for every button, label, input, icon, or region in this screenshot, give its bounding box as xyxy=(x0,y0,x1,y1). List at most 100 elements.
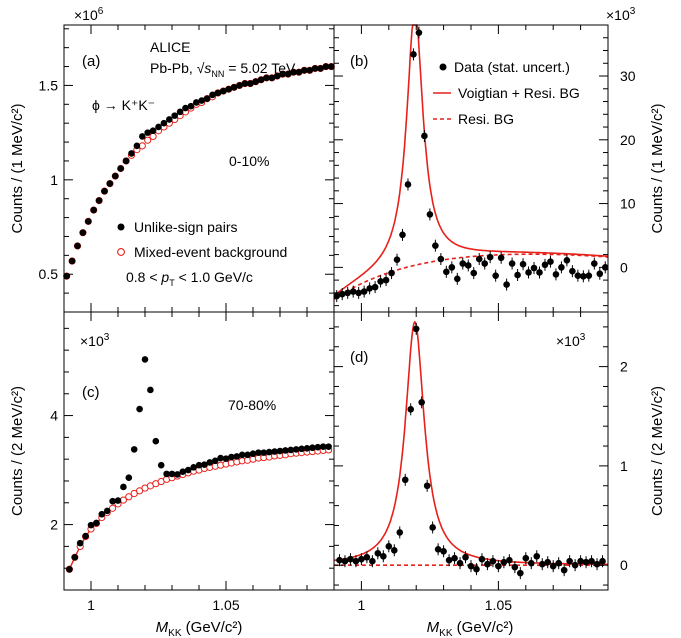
data-point xyxy=(133,142,141,150)
data-point xyxy=(263,74,270,82)
data-point xyxy=(440,547,447,555)
legend-marker-data xyxy=(439,63,447,71)
data-point xyxy=(426,211,434,218)
x-tick-label: 1 xyxy=(358,597,366,613)
data-point xyxy=(211,457,219,465)
legend-marker-mixed-event xyxy=(117,248,125,256)
data-markers xyxy=(333,26,609,303)
data-point xyxy=(117,165,124,172)
data-point xyxy=(555,559,562,567)
data-point xyxy=(527,559,535,567)
data-point xyxy=(265,448,273,456)
unlike-sign-markers xyxy=(63,63,335,280)
data-point xyxy=(182,104,189,112)
y-tick-label: 1.5 xyxy=(39,77,59,93)
data-point xyxy=(497,254,505,262)
data-point xyxy=(591,260,598,267)
data-point xyxy=(274,72,281,80)
data-point xyxy=(547,258,554,265)
data-point xyxy=(209,91,216,99)
y-tick-label: 0 xyxy=(620,557,628,573)
data-point xyxy=(176,108,184,116)
background-point xyxy=(144,136,152,144)
data-point xyxy=(233,453,241,460)
legend-label-data: Data (stat. uncert.) xyxy=(454,59,570,75)
data-point xyxy=(596,270,604,278)
data-point xyxy=(201,461,208,468)
data-point xyxy=(374,549,382,557)
y-axis-label: Counts / (1 MeV/c²) xyxy=(649,103,666,233)
data-point xyxy=(558,264,565,271)
data-point xyxy=(500,558,508,566)
data-point xyxy=(552,271,560,278)
data-point xyxy=(437,255,445,263)
data-point xyxy=(506,556,513,564)
data-point xyxy=(451,554,458,562)
data-point xyxy=(470,269,478,277)
data-point xyxy=(525,269,532,276)
axis-ticks xyxy=(334,24,609,312)
data-point xyxy=(74,242,81,250)
pt-range: 0.8 < pT < 1.0 GeV/c xyxy=(126,269,253,288)
background-point xyxy=(149,132,157,141)
legend-label-mixed-event: Mixed-event background xyxy=(134,244,287,260)
unlike-sign-markers xyxy=(66,356,332,573)
data-point xyxy=(93,519,100,527)
data-point xyxy=(412,325,420,333)
data-point xyxy=(290,68,297,76)
data-point xyxy=(303,444,311,452)
data-point xyxy=(149,127,157,135)
data-point xyxy=(404,181,412,188)
data-point xyxy=(76,539,84,547)
data-point xyxy=(125,474,133,482)
data-point xyxy=(279,70,287,78)
data-point xyxy=(582,558,590,566)
data-point xyxy=(544,558,552,566)
data-point xyxy=(301,67,308,74)
y-multiplier: ×106 xyxy=(74,6,104,23)
legend-label-fit: Voigtian + Resi. BG xyxy=(458,85,580,101)
collision-system: Pb-Pb, √sNN = 5.02 TeV xyxy=(150,60,296,79)
plot-frame xyxy=(333,311,609,591)
data-point xyxy=(563,257,571,264)
background-point xyxy=(109,504,117,512)
data-point xyxy=(190,464,197,471)
data-point xyxy=(241,80,249,87)
data-point xyxy=(508,260,516,267)
data-point xyxy=(599,557,606,565)
y-axis-label: Counts / (2 MeV/c²) xyxy=(649,386,666,516)
data-point xyxy=(122,157,130,165)
data-point xyxy=(66,565,73,573)
data-point xyxy=(396,529,404,536)
panel-label: (d) xyxy=(350,349,368,366)
data-point xyxy=(147,386,154,394)
data-point xyxy=(593,560,601,568)
data-point xyxy=(166,116,173,123)
data-point xyxy=(538,560,546,568)
data-point xyxy=(152,437,160,445)
data-point xyxy=(295,68,303,76)
data-point xyxy=(459,260,467,267)
y-axis-label: Counts / (2 MeV/c²) xyxy=(9,386,26,516)
panel-label: (c) xyxy=(82,384,100,401)
data-point xyxy=(549,562,557,570)
data-point xyxy=(238,451,246,459)
data-point xyxy=(429,524,436,531)
axis-ticks xyxy=(334,312,609,590)
data-point xyxy=(98,510,106,518)
data-point xyxy=(287,446,295,454)
panel-c: 1 1.05 2 4 Counts / (2 MeV/c²) ×103 (c) 70-80% M… xyxy=(9,311,335,638)
x-axis-label: MKK (GeV/c²) xyxy=(156,619,243,638)
data-point xyxy=(443,268,450,276)
data-point xyxy=(401,476,409,484)
data-point xyxy=(128,150,135,157)
data-point xyxy=(120,483,127,491)
data-point xyxy=(282,447,289,454)
data-point xyxy=(292,446,300,453)
data-point xyxy=(344,289,352,297)
data-point xyxy=(462,553,469,561)
data-point xyxy=(407,406,415,413)
data-point xyxy=(157,461,165,469)
data-point xyxy=(410,51,417,58)
experiment-label: ALICE xyxy=(150,39,190,55)
